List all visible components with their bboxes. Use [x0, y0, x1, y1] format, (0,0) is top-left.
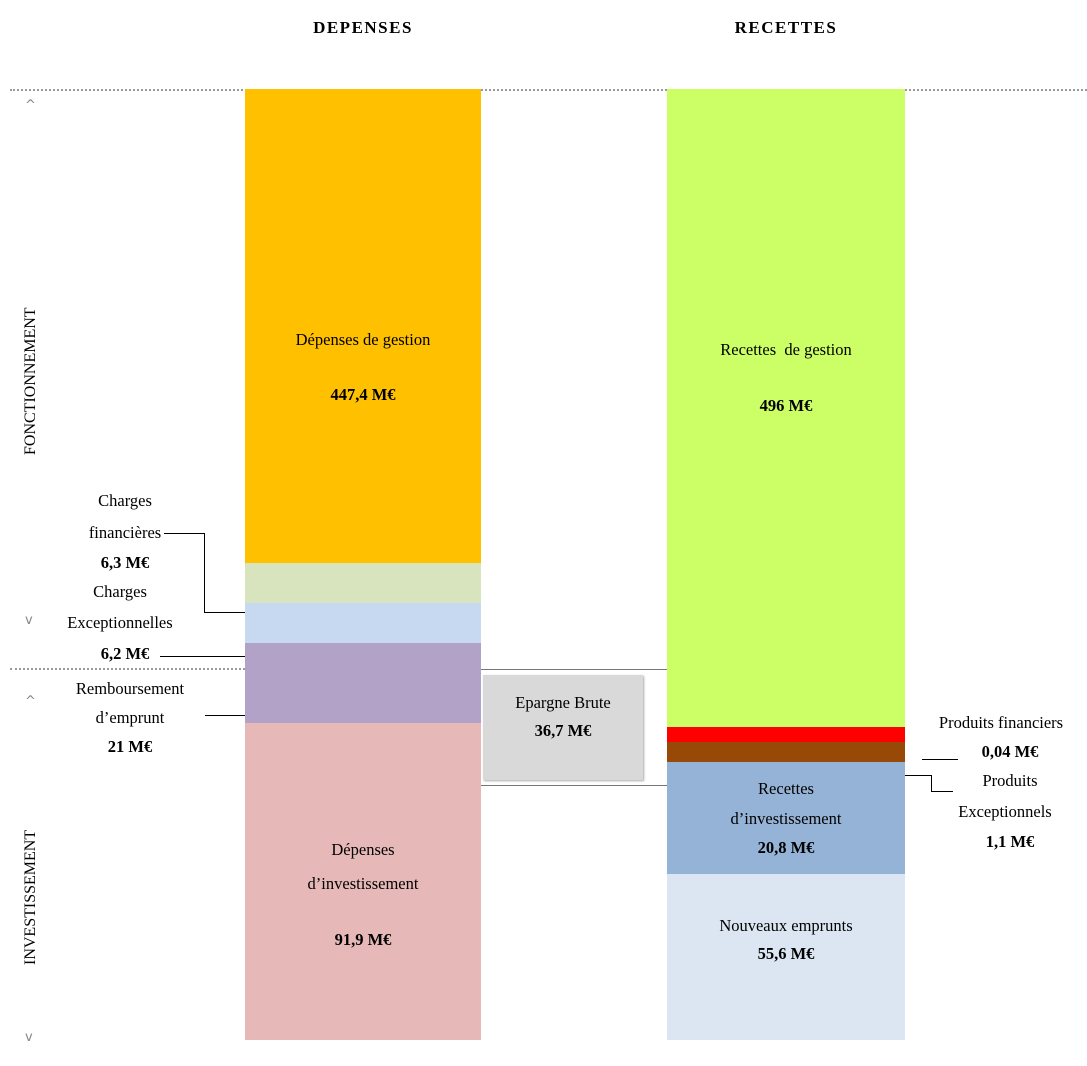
depenses-investissement-label-2: d’investissement	[307, 874, 419, 893]
charges-exceptionnelles-label-1: Charges	[93, 582, 147, 601]
nouveaux-emprunts-block	[667, 874, 905, 1040]
produits-financiers-connector	[922, 759, 958, 760]
fonctionnement-down-caret: v	[25, 613, 33, 628]
remboursement-label-2: d’emprunt	[95, 708, 165, 727]
mid-separator	[10, 668, 245, 670]
charges-financieres-label-1: Charges	[98, 491, 152, 510]
depenses-gestion-label: Dépenses de gestion	[295, 330, 431, 349]
fonctionnement-up-caret: ^	[25, 98, 36, 113]
charges-exceptionnelles-value: 6,2 M€	[100, 644, 150, 663]
produits-exceptionnels-connector-a	[905, 775, 932, 776]
charges-financieres-connector-c	[204, 612, 245, 613]
depenses-investissement-value: 91,9 M€	[334, 930, 392, 949]
investissement-label: INVESTISSEMENT	[22, 829, 39, 965]
charges-financieres-connector-a	[164, 533, 205, 534]
recettes-investissement-label-1: Recettes	[758, 779, 814, 798]
produits-exceptionnels-value: 1,1 M€	[985, 832, 1035, 851]
fonctionnement-label: FONCTIONNEMENT	[22, 307, 39, 455]
charges-financieres-label-2: financières	[88, 523, 162, 542]
recettes-investissement-value: 20,8 M€	[757, 838, 815, 857]
produits-exceptionnels-label-2: Exceptionnels	[958, 802, 1052, 821]
charges-exceptionnelles-connector	[160, 656, 245, 657]
produits-financiers-block	[667, 727, 905, 742]
recettes-investissement-label-2: d’investissement	[730, 809, 842, 828]
produits-exceptionnels-connector-c	[931, 791, 953, 792]
epargne-box	[483, 675, 643, 780]
charges-financieres-value: 6,3 M€	[100, 553, 150, 572]
depenses-investissement-label-1: Dépenses	[331, 840, 395, 859]
investissement-down-caret: v	[25, 1030, 33, 1045]
epargne-value: 36,7 M€	[534, 721, 592, 740]
recettes-gestion-label: Recettes de gestion	[720, 340, 852, 359]
recettes-header: RECETTES	[734, 18, 838, 37]
produits-financiers-value: 0,04 M€	[981, 742, 1039, 761]
investissement-up-caret: ^	[25, 694, 36, 709]
produits-exceptionnels-block	[667, 742, 905, 762]
charges-exceptionnelles-block	[245, 603, 481, 643]
epargne-line-top	[481, 669, 667, 670]
remboursement-block	[245, 643, 481, 723]
depenses-investissement-block	[245, 723, 481, 1040]
produits-exceptionnels-label-1: Produits	[982, 771, 1038, 790]
epargne-label: Epargne Brute	[515, 693, 611, 712]
nouveaux-emprunts-value: 55,6 M€	[757, 944, 815, 963]
top-separator	[10, 89, 1087, 91]
remboursement-value: 21 M€	[107, 737, 153, 756]
depenses-header: DEPENSES	[313, 18, 413, 37]
charges-exceptionnelles-label-2: Exceptionnelles	[67, 613, 173, 632]
epargne-line-bottom	[481, 785, 667, 786]
recettes-gestion-value: 496 M€	[759, 396, 813, 415]
produits-financiers-label: Produits financiers	[938, 713, 1064, 732]
depenses-gestion-block	[245, 89, 481, 563]
depenses-gestion-value: 447,4 M€	[330, 385, 396, 404]
produits-exceptionnels-connector-b	[931, 775, 932, 792]
charges-financieres-block	[245, 563, 481, 603]
recettes-gestion-block	[667, 89, 905, 727]
recettes-investissement-block	[667, 762, 905, 874]
charges-financieres-connector-b	[204, 533, 205, 613]
remboursement-connector	[205, 715, 245, 716]
nouveaux-emprunts-label: Nouveaux emprunts	[719, 916, 853, 935]
remboursement-label-1: Remboursement	[75, 679, 185, 698]
